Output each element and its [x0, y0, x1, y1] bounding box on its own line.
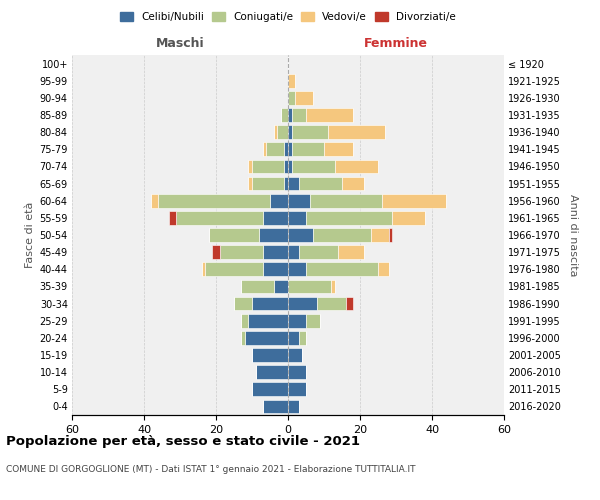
Bar — [252, 382, 288, 396]
Legend: Celibi/Nubili, Coniugati/e, Vedovi/e, Divorziati/e: Celibi/Nubili, Coniugati/e, Vedovi/e, Di… — [116, 8, 460, 26]
Bar — [274, 126, 277, 139]
Bar — [212, 246, 220, 259]
Bar — [288, 331, 299, 344]
Bar — [288, 228, 313, 242]
Bar — [252, 176, 284, 190]
Bar — [288, 262, 306, 276]
Bar — [288, 176, 299, 190]
Bar — [263, 400, 288, 413]
Bar — [346, 296, 353, 310]
Bar — [288, 382, 306, 396]
Text: Maschi: Maschi — [155, 37, 205, 50]
Bar — [328, 126, 385, 139]
Bar — [241, 331, 245, 344]
Bar — [292, 108, 306, 122]
Bar — [389, 228, 392, 242]
Bar — [245, 331, 288, 344]
Bar — [176, 211, 263, 224]
Bar — [317, 296, 346, 310]
Bar — [288, 108, 292, 122]
Bar — [288, 74, 295, 88]
Bar — [284, 142, 288, 156]
Bar — [158, 194, 270, 207]
Bar — [306, 314, 320, 328]
Bar — [220, 246, 263, 259]
Text: COMUNE DI GORGOGLIONE (MT) - Dati ISTAT 1° gennaio 2021 - Elaborazione TUTTITALI: COMUNE DI GORGOGLIONE (MT) - Dati ISTAT … — [6, 465, 415, 474]
Bar — [338, 246, 364, 259]
Bar — [263, 142, 266, 156]
Bar — [256, 366, 288, 379]
Bar — [202, 262, 205, 276]
Bar — [259, 228, 288, 242]
Bar — [288, 348, 302, 362]
Bar — [371, 228, 389, 242]
Bar — [295, 91, 313, 104]
Y-axis label: Anni di nascita: Anni di nascita — [568, 194, 578, 276]
Bar — [263, 211, 288, 224]
Bar — [252, 160, 284, 173]
Bar — [288, 280, 331, 293]
Bar — [288, 296, 317, 310]
Bar — [241, 280, 274, 293]
Bar — [263, 262, 288, 276]
Bar — [288, 246, 299, 259]
Bar — [274, 280, 288, 293]
Bar — [288, 142, 292, 156]
Bar — [392, 211, 425, 224]
Bar — [288, 400, 299, 413]
Bar — [331, 280, 335, 293]
Bar — [288, 160, 292, 173]
Bar — [284, 160, 288, 173]
Bar — [288, 194, 310, 207]
Bar — [248, 160, 252, 173]
Y-axis label: Fasce di età: Fasce di età — [25, 202, 35, 268]
Bar — [292, 142, 324, 156]
Text: Femmine: Femmine — [364, 37, 428, 50]
Bar — [292, 160, 335, 173]
Bar — [277, 126, 288, 139]
Bar — [241, 314, 248, 328]
Bar — [335, 160, 378, 173]
Bar — [263, 246, 288, 259]
Text: Popolazione per età, sesso e stato civile - 2021: Popolazione per età, sesso e stato civil… — [6, 435, 360, 448]
Bar — [288, 314, 306, 328]
Bar — [292, 126, 328, 139]
Bar — [288, 366, 306, 379]
Bar — [382, 194, 446, 207]
Bar — [299, 176, 342, 190]
Bar — [299, 331, 306, 344]
Bar — [299, 246, 338, 259]
Bar — [270, 194, 288, 207]
Bar — [209, 228, 259, 242]
Bar — [288, 211, 306, 224]
Bar — [252, 348, 288, 362]
Bar — [248, 314, 288, 328]
Bar — [288, 126, 292, 139]
Bar — [306, 108, 353, 122]
Bar — [306, 211, 392, 224]
Bar — [324, 142, 353, 156]
Bar — [342, 176, 364, 190]
Bar — [205, 262, 263, 276]
Bar — [288, 91, 295, 104]
Bar — [266, 142, 284, 156]
Bar — [284, 176, 288, 190]
Bar — [151, 194, 158, 207]
Bar — [310, 194, 382, 207]
Bar — [313, 228, 371, 242]
Bar — [248, 176, 252, 190]
Bar — [252, 296, 288, 310]
Bar — [281, 108, 288, 122]
Bar — [306, 262, 378, 276]
Bar — [169, 211, 176, 224]
Bar — [234, 296, 252, 310]
Bar — [378, 262, 389, 276]
